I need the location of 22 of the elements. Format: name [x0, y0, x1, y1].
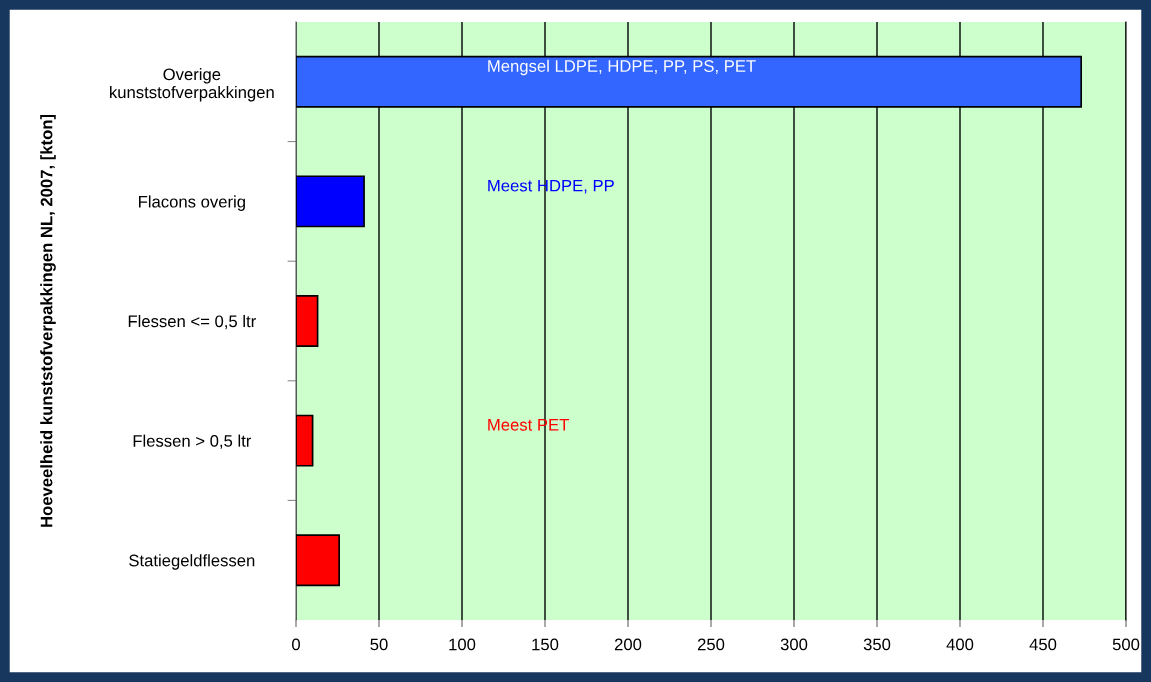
x-tick-label: 400 — [946, 638, 974, 651]
bar — [296, 534, 340, 587]
bar — [296, 414, 314, 467]
y-tick-label: Overige kunststofverpakkingen — [110, 67, 274, 102]
y-tick-label: Flacons overig — [139, 195, 245, 211]
annotation: Mengsel LDPE, HDPE, PP, PS, PET — [488, 59, 756, 76]
y-tick-label: Flessen > 0,5 ltr — [133, 434, 252, 449]
x-tick-label: 0 — [292, 638, 300, 651]
x-tick-label: 500 — [1112, 638, 1140, 651]
x-tick-label: 450 — [1029, 638, 1057, 651]
y-axis-title: Hoeveelheid kunststofverpakkingen NL, 2007, [kton] — [40, 114, 56, 527]
x-tick-label: 50 — [370, 638, 388, 651]
x-tick-label: 150 — [532, 638, 559, 651]
bar — [296, 295, 319, 347]
x-tick-label: 100 — [449, 638, 476, 651]
y-tick-label: Flessen <= 0,5 ltr — [128, 314, 256, 330]
x-tick-label: 250 — [697, 638, 725, 651]
x-tick-label: 350 — [863, 638, 891, 651]
bar — [296, 175, 365, 228]
x-tick-label: 200 — [614, 638, 642, 651]
y-tick-label: Statiegeldflessen — [129, 554, 255, 570]
x-tick-label: 300 — [780, 638, 808, 651]
